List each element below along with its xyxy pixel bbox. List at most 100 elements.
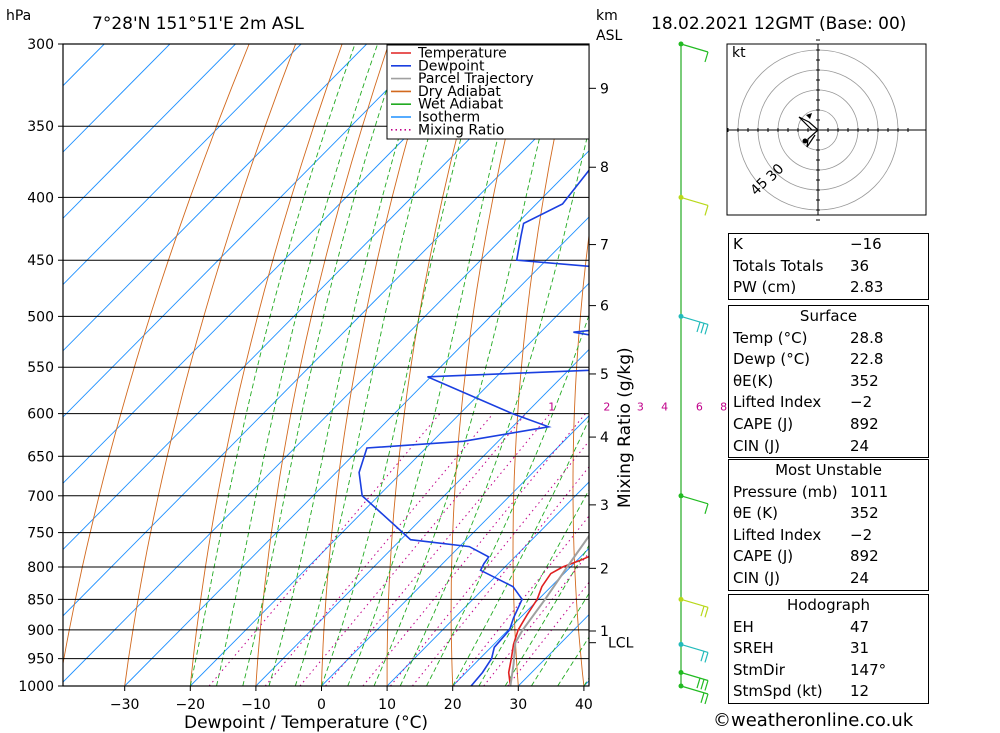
hodograph-point <box>802 138 808 144</box>
km-tick-label: 2 <box>600 561 609 577</box>
most-unstable-heading: Most Unstable <box>775 461 882 479</box>
isotherm-line <box>386 481 589 686</box>
pressure-tick-label: 550 <box>27 360 54 376</box>
wind-barb <box>680 315 709 335</box>
legend-entry: Parcel Trajectory <box>418 71 534 87</box>
temp-tick-label: 30 <box>509 697 527 713</box>
temp-tick-label: −10 <box>241 697 271 713</box>
row-value: 892 <box>850 547 879 566</box>
pressure-tick-label: 300 <box>27 37 54 53</box>
dry-adiabat-line <box>386 44 483 686</box>
dry-adiabat-line <box>189 44 343 686</box>
temp-tick-label: 40 <box>575 697 593 713</box>
row-value: 352 <box>850 371 879 390</box>
row-value: 47 <box>850 617 870 636</box>
isotherm-line <box>255 348 589 686</box>
row-label: StmDir <box>733 660 785 679</box>
surface-table: Surface Temp (°C) 28.8 Dewp (°C) 22.8 θE(K) 3… <box>728 305 929 459</box>
isotherm-line <box>63 44 499 484</box>
wind-barb <box>680 495 709 514</box>
table-row: Lifted Index −2 <box>729 392 928 414</box>
pressure-tick-label: 900 <box>27 623 54 639</box>
pressure-tick-label: 850 <box>27 592 54 608</box>
temp-tick-label: −30 <box>110 697 140 713</box>
mixing-ratio-label: 4 <box>661 401 668 414</box>
plot-frame <box>62 43 590 687</box>
wind-barb <box>680 685 709 705</box>
mixing-ratio-label: 8 <box>720 401 727 414</box>
km-tick-label: 5 <box>600 367 609 383</box>
wet-adiabat-line <box>478 488 589 686</box>
surface-heading: Surface <box>799 307 858 325</box>
table-row: Totals Totals 36 <box>729 256 928 278</box>
table-row: Temp (°C) 28.8 <box>729 328 928 350</box>
dry-adiabat-line <box>631 44 668 686</box>
wet-adiabat-line <box>426 313 589 686</box>
legend-entry: Wet Adiabat <box>418 97 504 113</box>
row-value: −16 <box>850 235 882 253</box>
dry-adiabat-line <box>945 44 1000 686</box>
table-row: CAPE (J) 892 <box>729 414 928 436</box>
row-value: 2.83 <box>850 278 884 297</box>
row-label: Lifted Index <box>733 525 822 544</box>
dewpoint-profile <box>358 169 589 686</box>
row-label: Pressure (mb) <box>733 482 838 501</box>
row-value: 24 <box>850 436 870 455</box>
pressure-tick-label: 950 <box>27 652 54 668</box>
row-label: StmSpd (kt) <box>733 682 823 701</box>
mixing-ratio-label: 2 <box>603 401 610 414</box>
wet-adiabat-line <box>373 44 564 686</box>
row-label: K <box>733 235 743 253</box>
parcel-trajectory-line <box>509 534 589 686</box>
datetime-title: 18.02.2021 12GMT (Base: 00) <box>651 14 906 34</box>
row-value: 1011 <box>850 482 889 501</box>
legend-entry: Mixing Ratio <box>418 122 504 138</box>
mixing-ratio-line <box>264 413 494 686</box>
km-tick-label: 7 <box>600 238 609 254</box>
pressure-unit-label: hPa <box>6 8 31 24</box>
isotherm-line <box>63 44 302 286</box>
isotherm-line <box>63 44 171 153</box>
row-value: 147° <box>850 660 887 679</box>
isotherm-line <box>124 216 589 686</box>
row-label: θE (K) <box>733 504 778 523</box>
pressure-tick-label: 750 <box>27 526 54 542</box>
km-tick-label: 8 <box>600 160 609 176</box>
wet-adiabat-line <box>321 44 488 686</box>
footer-credit[interactable]: ©weatheronline.co.uk <box>713 710 914 731</box>
row-label: CAPE (J) <box>733 547 794 566</box>
km-tick-label: 9 <box>600 81 609 97</box>
storm-motion-marker <box>806 113 812 119</box>
row-label: Dewp (°C) <box>733 350 811 369</box>
pressure-tick-label: 650 <box>27 449 54 465</box>
isotherm-line <box>63 44 564 551</box>
row-value: 31 <box>850 639 870 658</box>
asl-label: ASL <box>596 28 622 44</box>
row-label: PW (cm) <box>733 278 797 297</box>
wet-adiabat-line <box>189 44 356 686</box>
row-label: θE(K) <box>733 371 774 390</box>
table-row: Dewp (°C) 22.8 <box>729 349 928 371</box>
table-row: StmSpd (kt) 12 <box>729 681 928 703</box>
row-value: 24 <box>850 568 870 587</box>
wet-adiabat-line <box>294 44 457 686</box>
pressure-tick-label: 600 <box>27 407 54 423</box>
hodograph-heading: Hodograph <box>786 596 871 614</box>
isotherm-line <box>189 282 589 686</box>
km-tick-label: 6 <box>600 299 609 315</box>
mixing-ratio-line <box>325 413 551 686</box>
row-value: −2 <box>850 525 873 544</box>
dry-adiabat-line <box>124 44 297 686</box>
table-row: θE(K) 352 <box>729 371 928 393</box>
pressure-tick-label: 800 <box>27 560 54 576</box>
row-label: Temp (°C) <box>733 328 808 347</box>
table-row: StmDir 147° <box>729 660 928 682</box>
wind-barb <box>680 671 709 691</box>
km-tick-label: 4 <box>600 430 609 446</box>
row-label: Totals Totals <box>733 256 824 275</box>
wind-barb <box>680 643 709 663</box>
isotherm-line <box>63 83 589 617</box>
most-unstable-table: Most Unstable Pressure (mb) 1011 θE (K) 352… <box>728 459 929 591</box>
